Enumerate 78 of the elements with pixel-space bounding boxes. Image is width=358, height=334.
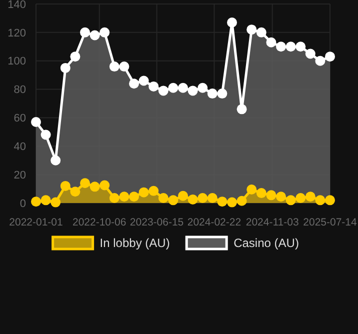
point [266,37,276,48]
y-tick-label: 120 [8,27,26,40]
point [286,195,296,206]
point [168,82,178,93]
point [40,130,51,140]
point [276,42,286,52]
point [198,193,208,204]
point [31,116,41,127]
point [236,104,247,114]
point [315,195,326,206]
point [109,62,120,72]
point [148,81,159,92]
legend-label: Casino (AU) [234,236,299,250]
x-tick-label: 2022-01-01 [9,216,64,229]
point [227,197,237,208]
point [286,42,296,52]
point [198,82,208,93]
point [178,82,188,93]
point [158,193,168,204]
legend-label: In lobby (AU) [100,236,170,250]
point [227,17,237,28]
x-tick-label: 2022-10-06 [72,216,126,229]
point [50,155,61,166]
point [158,86,168,96]
point [100,27,110,38]
point [207,88,218,99]
point [296,193,306,204]
point [60,62,70,73]
point [80,27,90,38]
point [138,187,149,198]
x-tick-label: 2024-02-22 [187,216,242,229]
x-tick-label: 2024-11-03 [246,216,299,229]
point [246,24,257,35]
point [129,78,139,89]
point [276,192,286,202]
point [256,27,266,38]
y-tick-label: 0 [20,198,26,210]
point [217,196,228,207]
x-tick-label: 2025-07-14 [303,216,358,229]
point [119,192,130,202]
point [188,86,198,96]
y-tick-label: 60 [14,112,26,125]
y-tick-label: 20 [14,169,26,182]
point [90,30,100,40]
point [40,195,51,206]
point [168,195,178,206]
point [70,52,80,62]
point [217,88,228,99]
point [207,193,218,204]
point [90,182,100,192]
point [148,186,159,196]
point [256,188,266,198]
point [109,193,120,204]
point [100,180,110,190]
point [325,52,335,62]
point [70,186,80,197]
point [119,62,130,72]
point [60,180,70,191]
point [236,196,247,206]
point [325,195,335,206]
y-tick-label: 80 [14,84,26,96]
point [138,76,149,86]
point [178,190,188,201]
y-tick-label: 140 [8,0,26,11]
x-tick-label: 2023-06-15 [130,216,184,229]
point [80,178,90,188]
point [305,192,316,202]
y-tick-label: 100 [8,56,26,68]
y-tick-label: 40 [14,140,26,153]
point [296,42,306,52]
point [188,194,198,204]
point [31,196,41,207]
point [50,197,61,208]
point [129,192,139,202]
point [315,56,326,66]
point [246,184,257,194]
point [305,48,316,59]
point [266,190,276,200]
